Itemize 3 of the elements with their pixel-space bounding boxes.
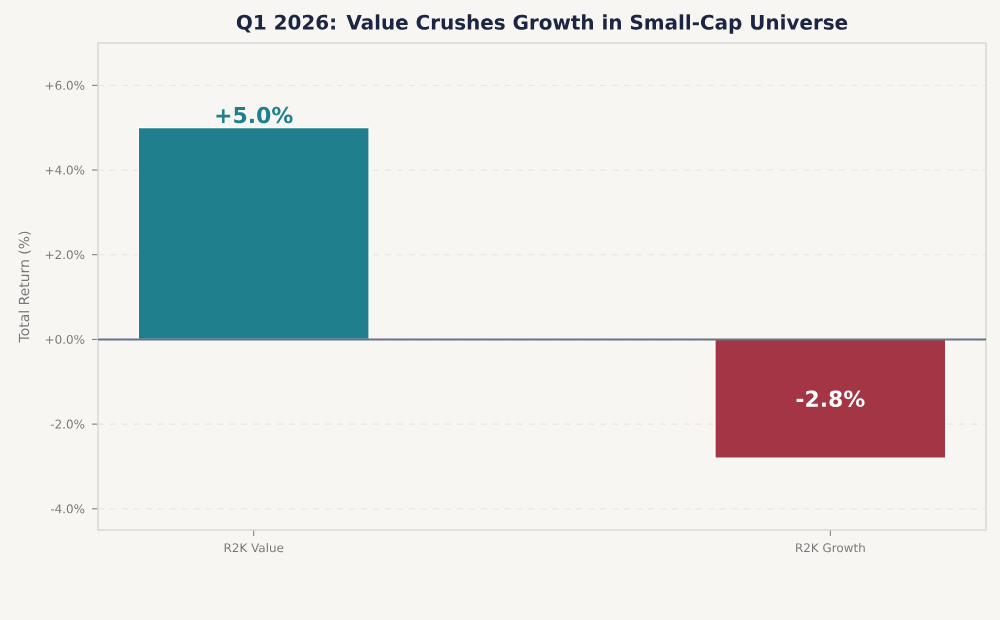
data-label: +5.0% [216,106,293,124]
chart-title: Q1 2026: Value Crushes Growth in Small-Cap Universe [236,14,848,34]
data-label: -2.8% [796,390,865,408]
